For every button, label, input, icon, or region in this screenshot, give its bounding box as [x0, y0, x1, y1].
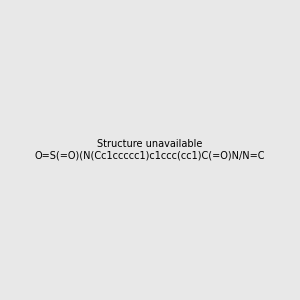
Text: Structure unavailable
O=S(=O)(N(Cc1ccccc1)c1ccc(cc1)C(=O)N/N=C: Structure unavailable O=S(=O)(N(Cc1ccccc… [35, 139, 265, 161]
